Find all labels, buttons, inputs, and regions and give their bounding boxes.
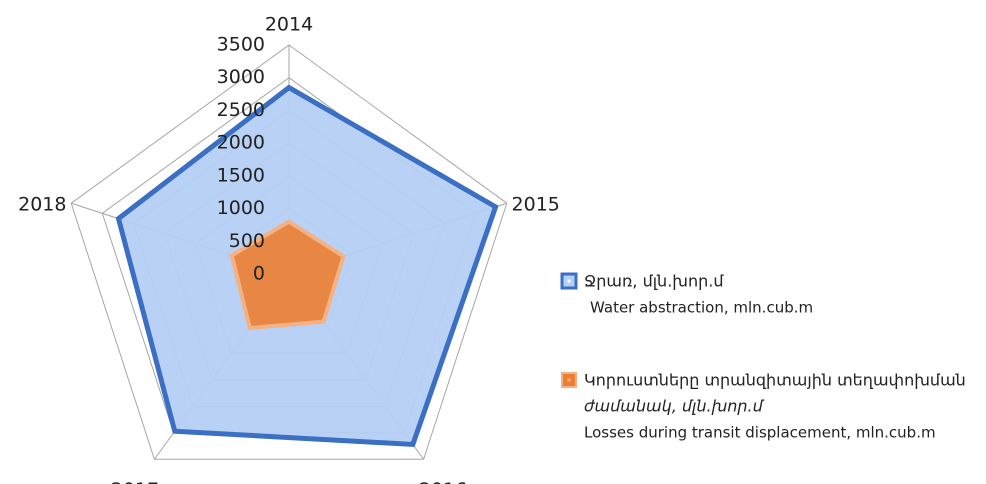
r-tick-label: 1500 [217, 164, 265, 186]
grid-ring [70, 44, 508, 460]
r-tick-label: 2000 [217, 132, 265, 154]
legend-swatch-dot [567, 378, 571, 382]
r-tick-label: 2500 [217, 99, 265, 121]
legend-label: Կորուստները տրանզիտային տեղափոխման [584, 371, 966, 390]
legend-swatch-dot [567, 279, 571, 283]
legend-label: Ջրառ, մլն.խոր.մ [584, 272, 724, 291]
series-area [229, 219, 346, 331]
legend-label: Losses during transit displacement, mln.… [584, 424, 936, 442]
r-tick-label: 1000 [217, 197, 265, 219]
category-label: 2017 [111, 479, 159, 484]
category-label: 2018 [18, 194, 66, 216]
category-label: 2015 [512, 194, 560, 216]
legend-label: ժամանակ, մլն.խոր.մ [584, 397, 765, 416]
r-tick-label: 0 [253, 263, 265, 285]
r-tick-label: 3500 [217, 34, 265, 56]
r-tick-label: 500 [229, 230, 265, 252]
category-label: 2016 [419, 479, 467, 484]
category-label: 2014 [265, 14, 313, 36]
r-tick-label: 3000 [217, 66, 265, 88]
legend-label: Water abstraction, mln.cub.m [590, 299, 813, 317]
